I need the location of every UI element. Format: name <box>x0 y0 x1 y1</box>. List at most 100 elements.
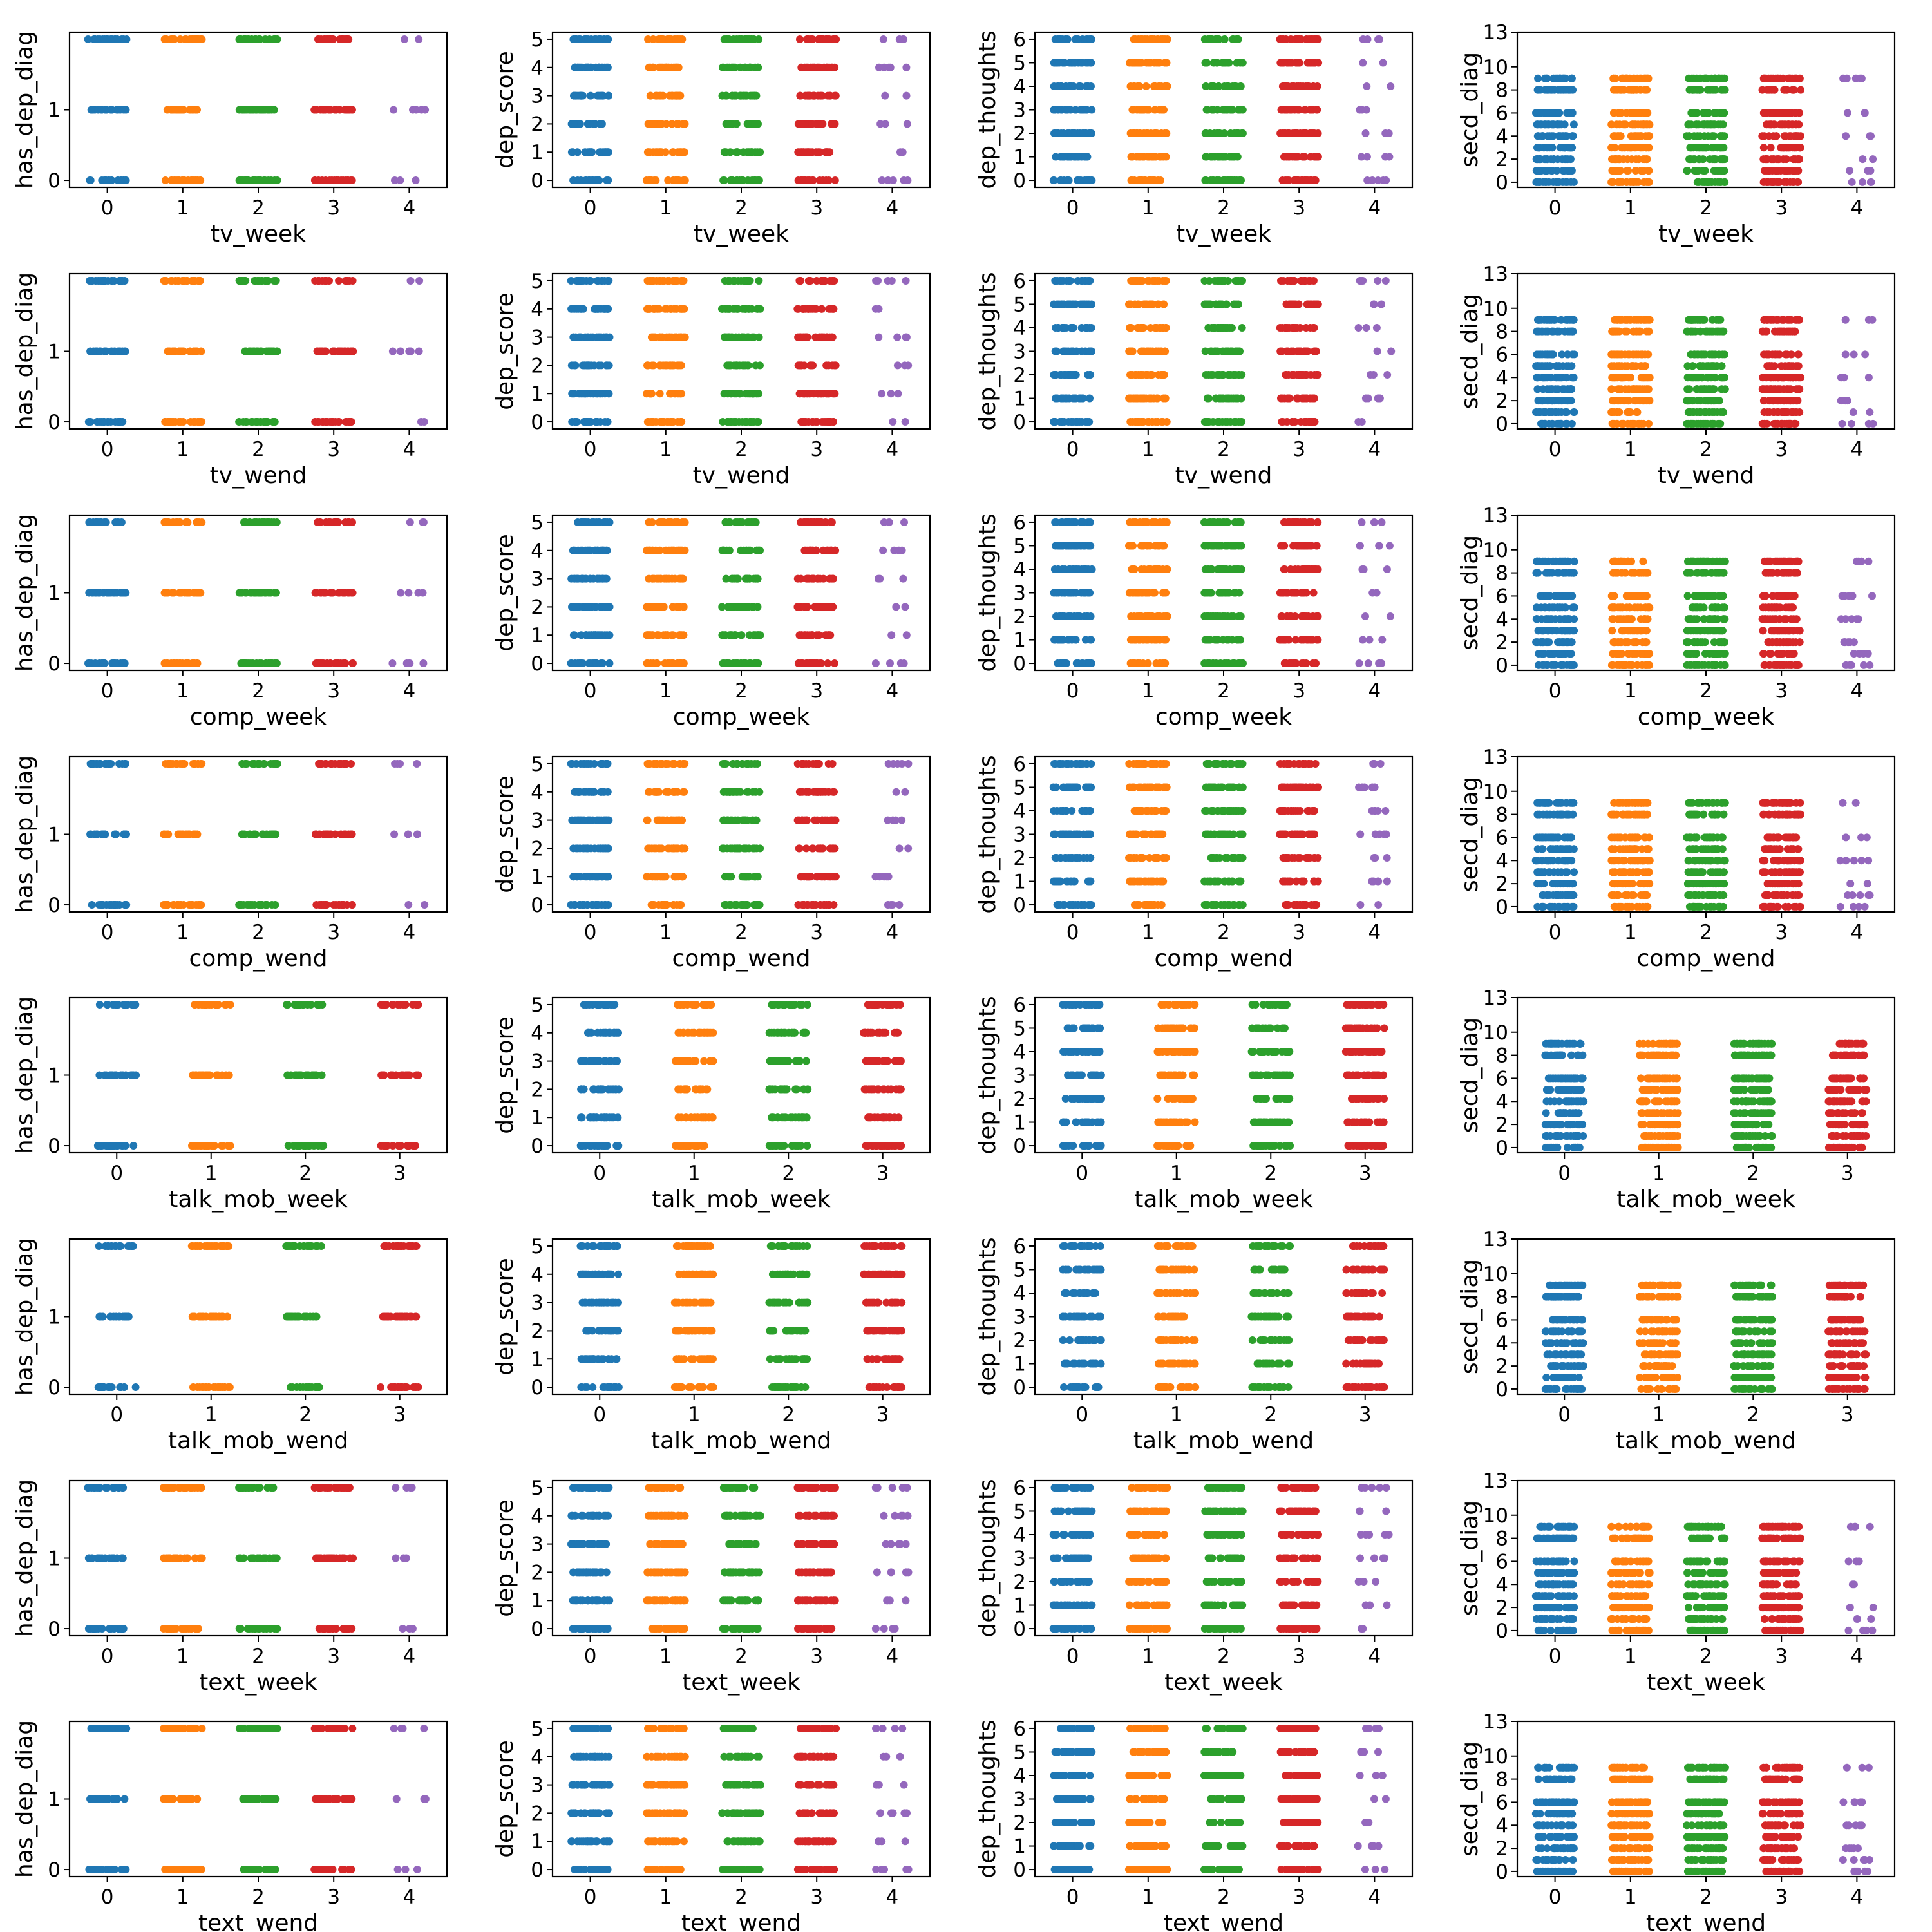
strip-point <box>1071 59 1079 67</box>
subplot-tv_week-secd_diag: 0 1 2 3 4024681013tv_weeksecd_diag <box>1457 21 1895 247</box>
x-tick-label: 0 <box>1066 438 1079 461</box>
strip-point <box>1685 155 1693 163</box>
strip-point <box>819 277 826 285</box>
strip-point <box>672 92 680 100</box>
strip-point <box>887 390 895 397</box>
strip-point <box>1623 109 1631 117</box>
strip-point <box>1629 350 1637 358</box>
strip-point <box>194 418 202 426</box>
strip-point <box>666 334 674 341</box>
strip-point <box>272 277 279 285</box>
x-tick-label: 2 <box>252 438 265 461</box>
strip-point <box>1222 176 1229 184</box>
y-tick-label: 6 <box>1495 343 1508 366</box>
strip-point <box>170 589 178 597</box>
strip-point <box>727 120 735 128</box>
strip-point <box>1685 385 1693 393</box>
strip-point <box>1142 82 1150 90</box>
strip-point <box>1132 371 1139 379</box>
strip-point <box>1843 75 1851 82</box>
x-tick-label: 0 <box>1066 196 1079 220</box>
strip-point <box>598 120 605 128</box>
strip-point <box>194 277 202 285</box>
strip-point <box>1557 144 1564 151</box>
strip-point <box>571 418 578 426</box>
strip-point <box>1783 155 1790 163</box>
strip-point <box>1560 385 1568 393</box>
y-tick-label: 0 <box>1013 169 1026 193</box>
strip-point <box>409 106 417 114</box>
strip-point <box>721 176 728 184</box>
y-axis-label: dep_thoughts <box>974 30 1001 189</box>
strip-point <box>252 176 260 184</box>
strip-point <box>1718 385 1725 393</box>
strip-point <box>896 35 904 43</box>
strip-point <box>1314 129 1322 137</box>
strip-point <box>1567 144 1575 151</box>
strip-point <box>1362 129 1370 137</box>
x-tick-label: 4 <box>1368 196 1381 220</box>
strip-point <box>889 176 897 184</box>
strip-point <box>1294 106 1302 114</box>
strip-point <box>1865 374 1873 381</box>
strip-point <box>161 277 169 285</box>
strip-point <box>649 361 656 369</box>
strip-point <box>756 305 764 313</box>
strip-point <box>1283 176 1291 184</box>
strip-point <box>1227 106 1235 114</box>
strip-point <box>1866 132 1874 140</box>
strip-point <box>1161 277 1169 285</box>
strip-point <box>1539 132 1547 140</box>
strip-point <box>652 148 660 156</box>
strip-point <box>673 305 681 313</box>
strip-point <box>1792 120 1800 128</box>
strip-point <box>1374 35 1382 43</box>
strip-point <box>1534 167 1542 175</box>
strip-point <box>91 659 99 667</box>
strip-point <box>1302 129 1310 137</box>
y-tick-label: 3 <box>531 327 544 350</box>
strip-point <box>1128 153 1135 161</box>
strip-point <box>1765 120 1773 128</box>
strip-point <box>1302 371 1309 379</box>
strip-point <box>1280 59 1287 67</box>
strip-point <box>1206 277 1213 285</box>
strip-point <box>271 35 279 43</box>
strip-point <box>100 418 108 426</box>
strip-point <box>1789 167 1797 175</box>
strip-point <box>97 518 105 526</box>
strip-point <box>341 518 349 526</box>
strip-point <box>1555 178 1563 186</box>
strip-point <box>118 589 126 597</box>
strip-point <box>1637 86 1645 94</box>
strip-point <box>744 120 752 128</box>
strip-point <box>419 659 427 667</box>
strip-point <box>1143 129 1151 137</box>
strip-point <box>1304 59 1312 67</box>
strip-point <box>801 418 809 426</box>
strip-point <box>585 64 592 71</box>
x-axis-label: comp_week <box>190 704 327 730</box>
strip-point <box>752 361 760 369</box>
strip-point <box>1051 106 1059 114</box>
strip-point <box>1534 374 1542 381</box>
strip-point <box>1782 350 1790 358</box>
strip-point <box>1537 420 1545 428</box>
y-tick-label: 2 <box>531 354 544 377</box>
strip-point <box>1304 82 1312 90</box>
strip-point <box>1696 86 1703 94</box>
x-tick-label: 4 <box>1851 196 1864 220</box>
strip-point <box>1543 155 1551 163</box>
strip-point <box>1719 374 1727 381</box>
strip-point <box>1794 385 1802 393</box>
strip-point <box>89 589 97 597</box>
strip-point <box>1311 348 1318 355</box>
strip-point <box>1561 328 1569 336</box>
strip-point <box>328 418 336 426</box>
strip-point <box>319 106 327 114</box>
strip-point <box>812 418 820 426</box>
strip-point <box>806 176 813 184</box>
strip-point <box>1633 328 1640 336</box>
strip-point <box>1239 129 1247 137</box>
